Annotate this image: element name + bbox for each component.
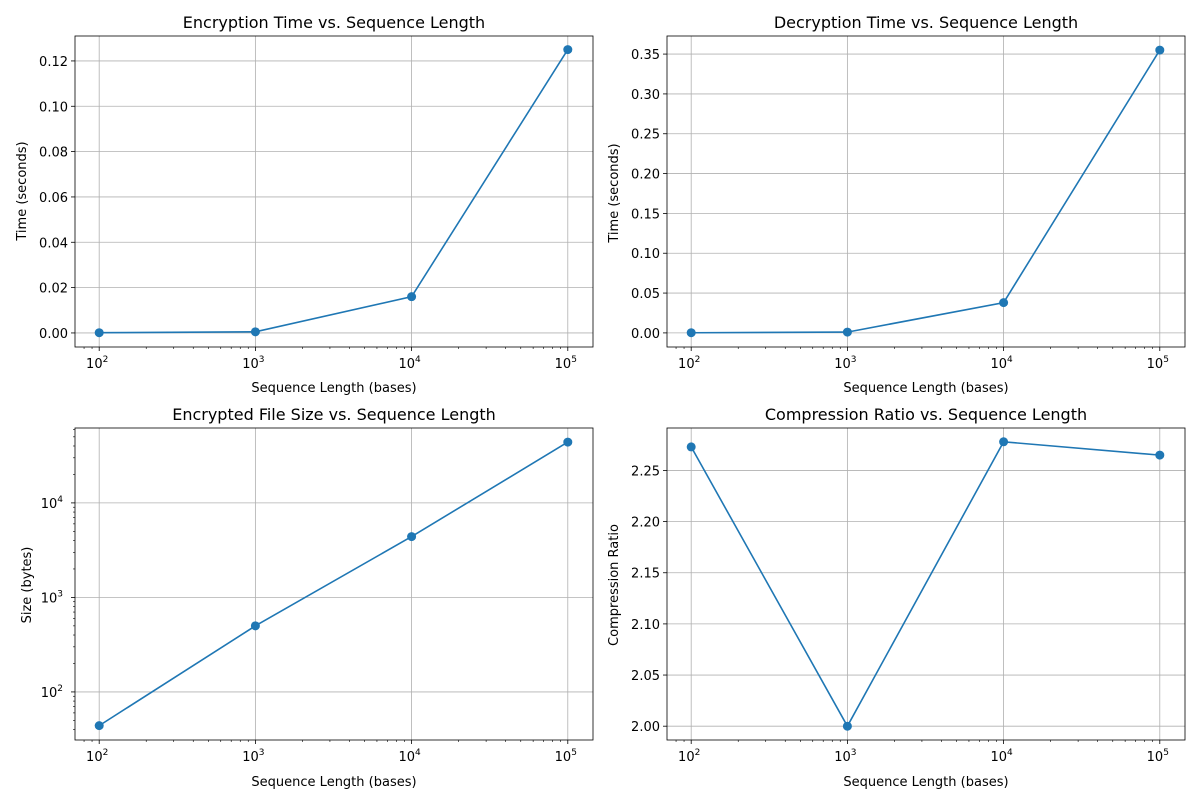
x-tick-label: 104 [990, 355, 1013, 372]
chart-panel-compression-ratio: Compression Ratio vs. Sequence Length Se… [607, 405, 1186, 790]
y-tick-label: 2.00 [631, 720, 660, 735]
x-tick-label: 105 [555, 748, 577, 765]
data-point [563, 437, 573, 447]
axes-frame [74, 35, 594, 348]
chart-title: Decryption Time vs. Sequence Length [774, 13, 1078, 32]
x-tick-label: 103 [242, 748, 264, 765]
x-tick-label: 105 [1147, 355, 1169, 372]
y-tick-label: 2.15 [631, 567, 660, 582]
plot-area: 102 103 104 105 2.00 2.05 2.10 2.15 2.20 2.25 [631, 427, 1186, 765]
y-tick-label: 0.02 [39, 282, 68, 297]
x-axis-label: Sequence Length (bases) [251, 381, 416, 396]
data-point [1155, 45, 1165, 55]
y-tick-label: 0.20 [631, 168, 660, 183]
plot-area: 102 103 104 105 0.00 0.02 0.04 0.06 0.08 0.10 0.12 [39, 35, 594, 372]
series-line [691, 49, 1161, 334]
x-tick-label: 102 [678, 748, 700, 765]
y-tick-label: 0.30 [631, 88, 660, 103]
data-point [250, 327, 260, 337]
x-axis-label: Sequence Length (bases) [843, 381, 1008, 396]
data-point [999, 437, 1009, 447]
y-tick-label: 0.08 [39, 146, 68, 161]
chart-title: Encrypted File Size vs. Sequence Length [172, 405, 496, 424]
chart-panel-decryption-time: Decryption Time vs. Sequence Length Sequ… [607, 13, 1186, 396]
data-point [407, 292, 417, 302]
y-tick-label: 0.06 [39, 191, 68, 206]
data-point [563, 45, 573, 55]
series-line [98, 441, 569, 727]
series-line [690, 440, 1160, 728]
x-tick-label: 103 [242, 355, 264, 372]
axes-frame [666, 35, 1186, 348]
y-tick-label: 0.10 [39, 100, 68, 115]
data-point [842, 327, 852, 337]
y-tick-label: 0.00 [631, 327, 660, 342]
data-point [94, 721, 104, 731]
y-tick-label: 0.25 [631, 128, 660, 143]
plot-area: 102 103 104 105 0.00 0.05 0.10 0.15 0.20 0.25 0.30… [631, 35, 1186, 372]
x-tick-label: 103 [834, 748, 856, 765]
x-tick-label: 102 [86, 748, 108, 765]
data-point [1155, 450, 1165, 460]
data-point [94, 328, 104, 338]
axes-frame [666, 427, 1186, 741]
y-tick-label: 0.10 [631, 247, 660, 262]
y-tick-label: 103 [41, 589, 63, 606]
data-point [842, 721, 852, 731]
y-axis-label: Time (seconds) [15, 141, 30, 241]
chart-panel-encryption-time: Encryption Time vs. Sequence Length Sequ… [15, 13, 594, 396]
x-tick-label: 104 [990, 748, 1013, 765]
axes-frame [74, 427, 594, 741]
chart-panel-encrypted-file-size: Encrypted File Size vs. Sequence Length … [20, 405, 594, 790]
data-point [407, 532, 417, 542]
y-tick-label: 102 [41, 684, 63, 701]
y-axis-label: Compression Ratio [607, 524, 622, 646]
y-tick-label: 0.35 [631, 48, 660, 63]
data-point [999, 298, 1009, 308]
data-point [686, 442, 696, 452]
series-line [99, 49, 569, 334]
y-tick-label: 0.00 [39, 327, 68, 342]
y-tick-label: 2.05 [631, 669, 660, 684]
chart-title: Encryption Time vs. Sequence Length [183, 13, 485, 32]
y-axis-label: Size (bytes) [20, 547, 35, 624]
y-tick-label: 0.04 [39, 236, 68, 251]
plot-area: 102 103 104 105 102 103 104 [41, 427, 594, 765]
x-axis-label: Sequence Length (bases) [843, 775, 1008, 790]
x-tick-label: 104 [398, 355, 421, 372]
y-axis-label: Time (seconds) [607, 143, 622, 243]
y-tick-label: 0.15 [631, 207, 660, 222]
x-tick-label: 102 [678, 355, 700, 372]
y-tick-label: 2.10 [631, 618, 660, 633]
x-tick-label: 105 [1147, 748, 1169, 765]
x-tick-label: 105 [555, 355, 577, 372]
x-tick-label: 103 [834, 355, 856, 372]
y-tick-label: 2.25 [631, 464, 660, 479]
x-tick-label: 102 [86, 355, 108, 372]
x-tick-label: 104 [398, 748, 421, 765]
y-tick-label: 0.05 [631, 287, 660, 302]
y-tick-label: 0.12 [39, 55, 68, 70]
y-tick-label: 2.20 [631, 516, 660, 531]
y-tick-label: 104 [41, 495, 64, 512]
data-point [250, 621, 260, 631]
chart-title: Compression Ratio vs. Sequence Length [765, 405, 1087, 424]
x-axis-label: Sequence Length (bases) [251, 775, 416, 790]
data-point [686, 328, 696, 338]
